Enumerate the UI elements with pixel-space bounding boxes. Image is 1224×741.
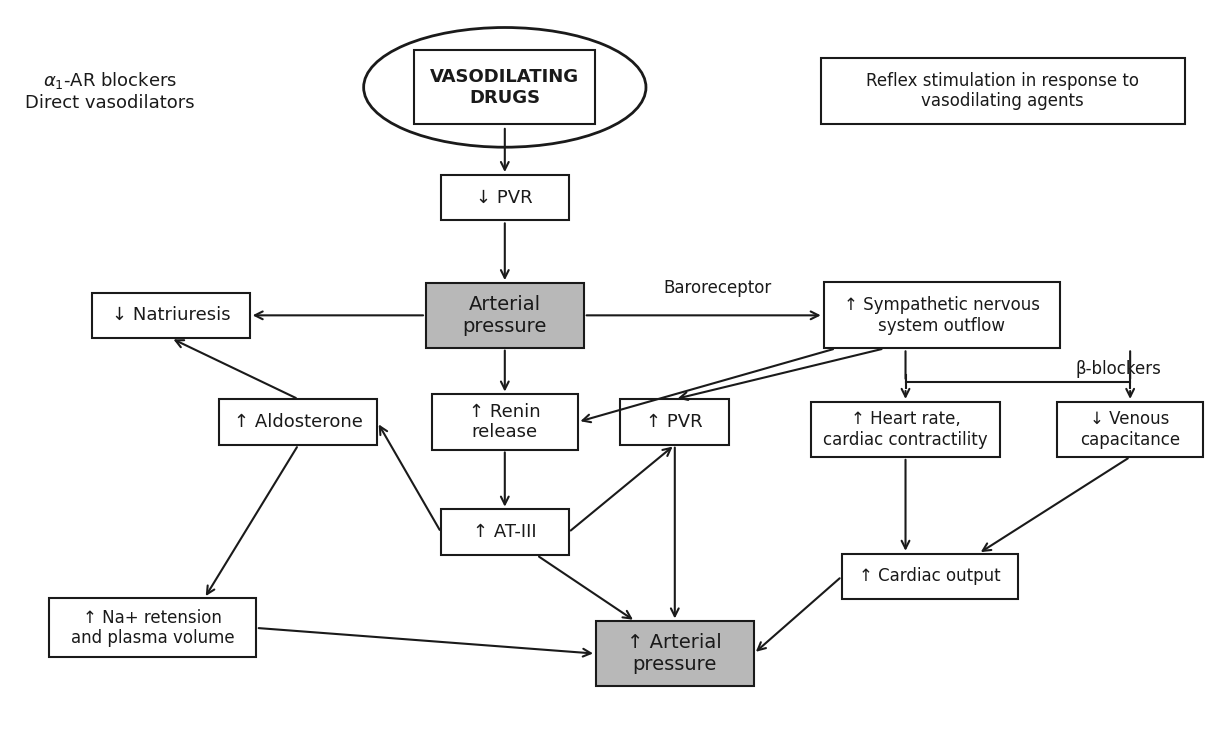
Text: ↑ Cardiac output: ↑ Cardiac output <box>859 568 1000 585</box>
Text: ↓ Venous
capacitance: ↓ Venous capacitance <box>1080 410 1180 449</box>
FancyBboxPatch shape <box>842 554 1018 599</box>
FancyBboxPatch shape <box>49 599 256 657</box>
Text: Reflex stimulation in response to
vasodilating agents: Reflex stimulation in response to vasodi… <box>867 72 1140 110</box>
Text: β-blockers: β-blockers <box>1076 360 1162 378</box>
FancyBboxPatch shape <box>1058 402 1203 457</box>
FancyBboxPatch shape <box>441 510 569 555</box>
FancyBboxPatch shape <box>621 399 730 445</box>
Text: ↑ AT-III: ↑ AT-III <box>472 523 536 541</box>
Text: ↑ Aldosterone: ↑ Aldosterone <box>234 413 362 431</box>
FancyBboxPatch shape <box>812 402 1000 457</box>
FancyBboxPatch shape <box>92 293 250 338</box>
FancyBboxPatch shape <box>596 621 754 686</box>
Text: $\alpha_1$-AR blockers
Direct vasodilators: $\alpha_1$-AR blockers Direct vasodilato… <box>26 70 195 112</box>
FancyBboxPatch shape <box>432 394 578 450</box>
Text: ↑ Arterial
pressure: ↑ Arterial pressure <box>628 633 722 674</box>
FancyBboxPatch shape <box>426 283 584 348</box>
Text: ↓ PVR: ↓ PVR <box>476 189 534 207</box>
Text: ↑ Na+ retension
and plasma volume: ↑ Na+ retension and plasma volume <box>71 608 235 648</box>
Ellipse shape <box>364 27 646 147</box>
FancyBboxPatch shape <box>824 282 1060 348</box>
Text: ↑ PVR: ↑ PVR <box>646 413 703 431</box>
FancyBboxPatch shape <box>441 175 569 221</box>
Text: ↑ Sympathetic nervous
system outflow: ↑ Sympathetic nervous system outflow <box>843 296 1040 335</box>
Text: Arterial
pressure: Arterial pressure <box>463 295 547 336</box>
Text: Baroreceptor: Baroreceptor <box>663 279 771 297</box>
Text: ↓ Natriuresis: ↓ Natriuresis <box>111 306 230 325</box>
FancyBboxPatch shape <box>415 50 595 124</box>
Text: ↑ Heart rate,
cardiac contractility: ↑ Heart rate, cardiac contractility <box>824 410 988 449</box>
FancyBboxPatch shape <box>820 58 1185 124</box>
Text: ↑ Renin
release: ↑ Renin release <box>469 402 541 442</box>
Text: VASODILATING
DRUGS: VASODILATING DRUGS <box>431 68 579 107</box>
FancyBboxPatch shape <box>219 399 377 445</box>
